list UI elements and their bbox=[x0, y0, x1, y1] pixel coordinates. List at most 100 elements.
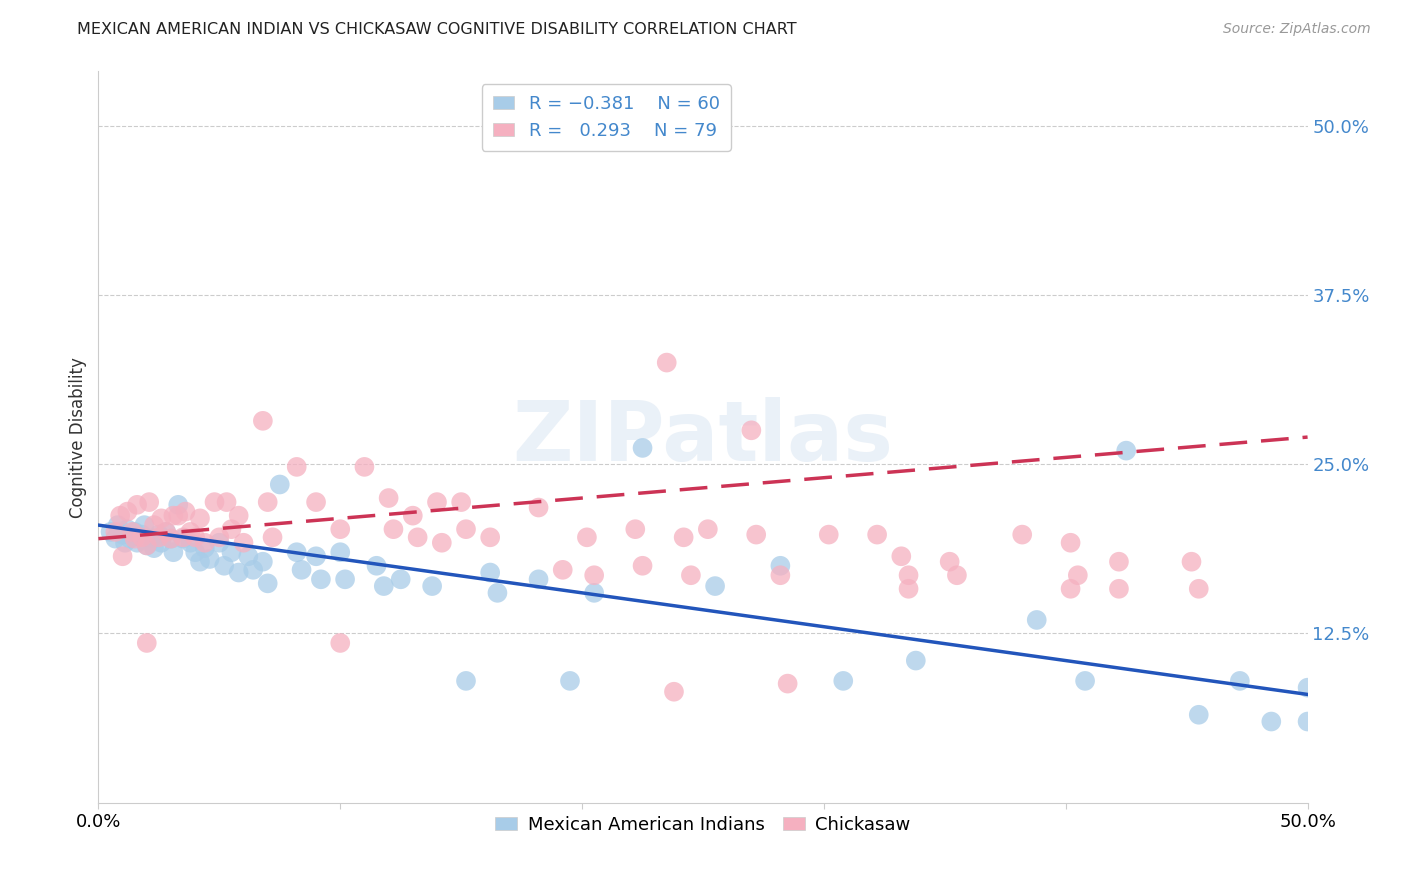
Point bbox=[100, 524, 122, 539]
Point bbox=[184, 530, 207, 544]
Point bbox=[382, 522, 405, 536]
Point bbox=[353, 459, 375, 474]
Point bbox=[143, 518, 166, 533]
Point bbox=[679, 568, 702, 582]
Point bbox=[167, 508, 190, 523]
Point bbox=[212, 558, 235, 573]
Text: ZIPatlas: ZIPatlas bbox=[513, 397, 893, 477]
Point bbox=[309, 572, 332, 586]
Point bbox=[155, 524, 177, 539]
Point bbox=[194, 541, 217, 556]
Point bbox=[108, 508, 131, 523]
Point bbox=[373, 579, 395, 593]
Point bbox=[1115, 443, 1137, 458]
Point bbox=[167, 498, 190, 512]
Point bbox=[269, 477, 291, 491]
Point bbox=[117, 505, 139, 519]
Point bbox=[583, 568, 606, 582]
Point bbox=[583, 586, 606, 600]
Point bbox=[104, 524, 127, 539]
Point bbox=[740, 423, 762, 437]
Point bbox=[111, 549, 134, 564]
Point bbox=[155, 524, 177, 539]
Point bbox=[184, 545, 207, 559]
Point bbox=[575, 530, 598, 544]
Point bbox=[769, 558, 792, 573]
Point bbox=[479, 530, 502, 544]
Point bbox=[817, 527, 839, 541]
Point bbox=[162, 545, 184, 559]
Point bbox=[1296, 681, 1319, 695]
Point bbox=[305, 549, 328, 564]
Point bbox=[329, 522, 352, 536]
Point bbox=[124, 524, 146, 539]
Point bbox=[454, 673, 477, 688]
Point bbox=[208, 535, 231, 549]
Point bbox=[228, 566, 250, 580]
Point bbox=[135, 636, 157, 650]
Point bbox=[256, 495, 278, 509]
Point bbox=[1108, 555, 1130, 569]
Point bbox=[111, 527, 134, 541]
Point bbox=[143, 541, 166, 556]
Point bbox=[1074, 673, 1097, 688]
Point bbox=[208, 530, 231, 544]
Point bbox=[897, 568, 920, 582]
Point bbox=[406, 530, 429, 544]
Point bbox=[430, 535, 453, 549]
Point bbox=[138, 495, 160, 509]
Point bbox=[527, 500, 550, 515]
Point bbox=[426, 495, 449, 509]
Point bbox=[131, 527, 153, 541]
Point bbox=[141, 532, 163, 546]
Point bbox=[285, 545, 308, 559]
Point bbox=[329, 545, 352, 559]
Point bbox=[832, 673, 855, 688]
Point bbox=[1025, 613, 1047, 627]
Point bbox=[655, 355, 678, 369]
Point bbox=[450, 495, 472, 509]
Point bbox=[551, 563, 574, 577]
Legend: Mexican American Indians, Chickasaw: Mexican American Indians, Chickasaw bbox=[488, 809, 918, 841]
Point bbox=[131, 530, 153, 544]
Point bbox=[454, 522, 477, 536]
Point bbox=[160, 532, 183, 546]
Point bbox=[1260, 714, 1282, 729]
Point bbox=[377, 491, 399, 505]
Point bbox=[204, 495, 226, 509]
Point bbox=[1188, 582, 1211, 596]
Point bbox=[890, 549, 912, 564]
Point bbox=[897, 582, 920, 596]
Point bbox=[107, 518, 129, 533]
Point bbox=[134, 518, 156, 533]
Text: MEXICAN AMERICAN INDIAN VS CHICKASAW COGNITIVE DISABILITY CORRELATION CHART: MEXICAN AMERICAN INDIAN VS CHICKASAW COG… bbox=[77, 22, 797, 37]
Point bbox=[160, 532, 183, 546]
Point bbox=[631, 441, 654, 455]
Point bbox=[242, 563, 264, 577]
Point bbox=[124, 532, 146, 546]
Point bbox=[1180, 555, 1202, 569]
Point bbox=[1059, 582, 1081, 596]
Point bbox=[118, 532, 141, 546]
Text: Source: ZipAtlas.com: Source: ZipAtlas.com bbox=[1223, 22, 1371, 37]
Point bbox=[135, 538, 157, 552]
Point bbox=[221, 545, 243, 559]
Point bbox=[527, 572, 550, 586]
Point bbox=[420, 579, 443, 593]
Point bbox=[1296, 714, 1319, 729]
Point bbox=[215, 495, 238, 509]
Point bbox=[252, 555, 274, 569]
Point bbox=[1067, 568, 1090, 582]
Point bbox=[256, 576, 278, 591]
Point bbox=[121, 524, 143, 539]
Point bbox=[366, 558, 388, 573]
Y-axis label: Cognitive Disability: Cognitive Disability bbox=[69, 357, 87, 517]
Point bbox=[127, 535, 149, 549]
Point bbox=[1188, 707, 1211, 722]
Point bbox=[631, 558, 654, 573]
Point bbox=[769, 568, 792, 582]
Point bbox=[946, 568, 969, 582]
Point bbox=[114, 535, 136, 549]
Point bbox=[150, 535, 173, 549]
Point bbox=[305, 495, 328, 509]
